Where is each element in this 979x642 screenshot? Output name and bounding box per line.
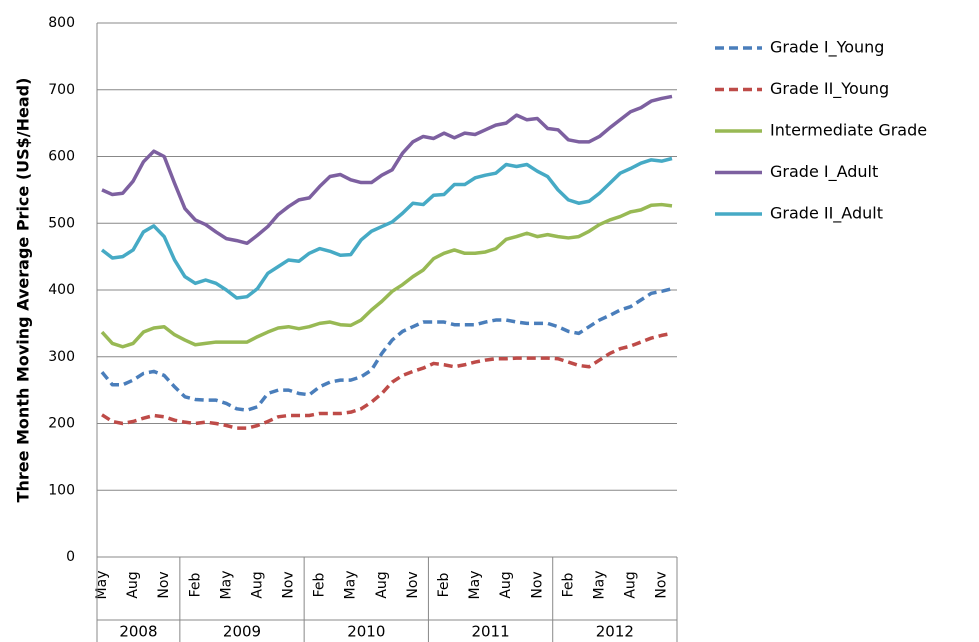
series-line bbox=[101, 94, 673, 246]
y-tick-label: 400 bbox=[48, 282, 75, 298]
x-tick-label: Nov bbox=[156, 571, 172, 598]
series-line bbox=[100, 156, 673, 300]
year-label: 2011 bbox=[471, 623, 509, 641]
year-label: 2010 bbox=[347, 623, 385, 641]
y-tick-label: 200 bbox=[48, 416, 75, 432]
x-tick-label: Aug bbox=[249, 571, 265, 598]
x-tick-label: May bbox=[467, 571, 483, 600]
legend-label: Grade II_Young bbox=[770, 79, 889, 99]
x-tick-label: Feb bbox=[560, 572, 576, 597]
x-tick-label: Aug bbox=[374, 571, 390, 598]
series-line bbox=[100, 286, 673, 412]
series-line bbox=[101, 331, 673, 430]
y-tick-label: 100 bbox=[48, 482, 75, 498]
year-label: 2008 bbox=[119, 623, 157, 641]
x-tick-label: Aug bbox=[125, 571, 141, 598]
y-tick-label: 700 bbox=[48, 82, 75, 98]
legend-label: Grade I_Young bbox=[770, 38, 884, 58]
x-tick-label: May bbox=[343, 571, 359, 600]
x-tick-label: May bbox=[218, 571, 234, 600]
x-tick-label: Feb bbox=[187, 572, 203, 597]
x-tick-label: May bbox=[591, 571, 607, 600]
y-tick-label: 500 bbox=[48, 215, 75, 231]
y-tick-label: 600 bbox=[48, 149, 75, 165]
x-tick-label: Feb bbox=[436, 572, 452, 597]
y-tick-label: 300 bbox=[48, 349, 75, 365]
legend-label: Grade I_Adult bbox=[770, 162, 878, 182]
year-label: 2009 bbox=[223, 623, 261, 641]
x-tick-label: Nov bbox=[654, 571, 670, 598]
x-tick-label: Nov bbox=[405, 571, 421, 598]
x-tick-label: May bbox=[94, 571, 110, 600]
y-tick-label: 800 bbox=[48, 15, 75, 31]
y-tick-label: 0 bbox=[66, 549, 75, 565]
x-tick-label: Nov bbox=[281, 571, 297, 598]
series-line bbox=[100, 202, 673, 349]
x-tick-label: Aug bbox=[623, 571, 639, 598]
legend-label: Intermediate Grade bbox=[770, 121, 927, 140]
x-tick-label: Nov bbox=[529, 571, 545, 598]
x-tick-label: Feb bbox=[312, 572, 328, 597]
legend-label: Grade II_Adult bbox=[770, 204, 883, 224]
x-tick-label: Aug bbox=[498, 571, 514, 598]
y-axis-label: Three Month Moving Average Price (US$/He… bbox=[14, 78, 33, 503]
year-label: 2012 bbox=[596, 623, 634, 641]
